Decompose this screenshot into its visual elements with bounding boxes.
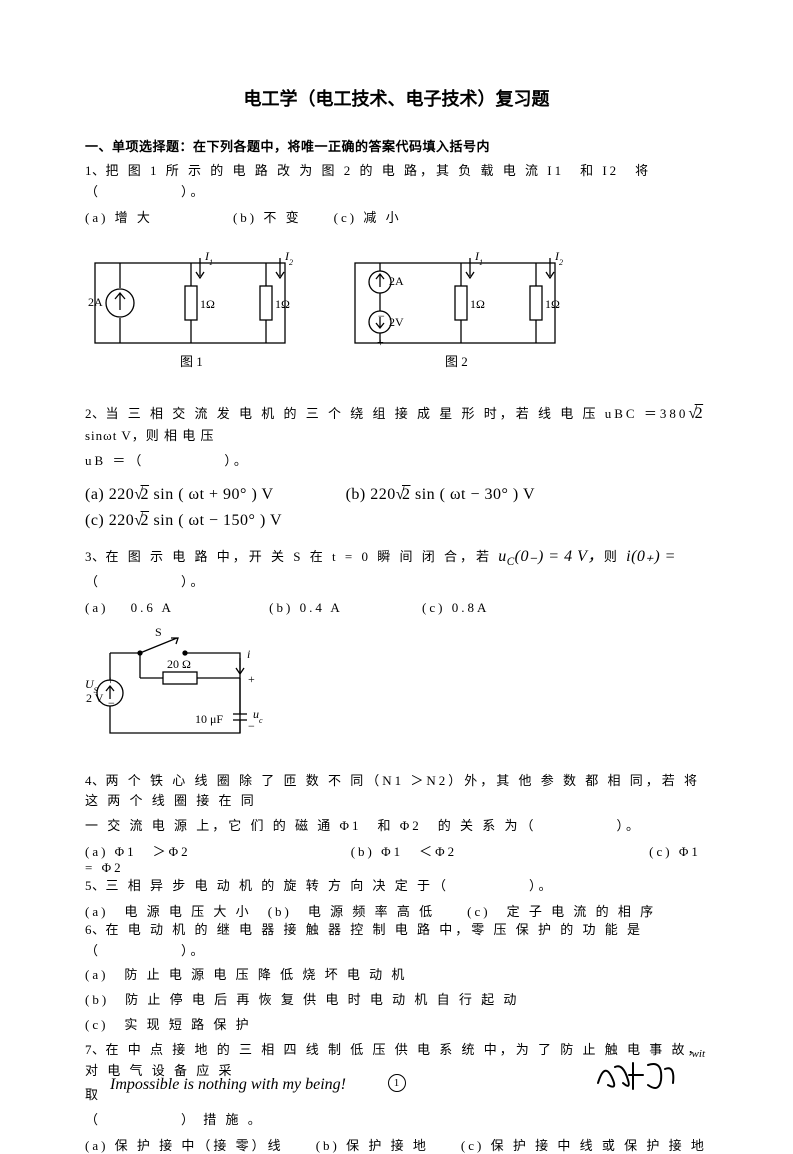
q3-part-a: 在 图 示 电 路 中，开 关 S 在 t = 0 瞬 间 闭 合，若 xyxy=(106,549,499,564)
svg-text:+: + xyxy=(248,672,255,686)
q2-part-a: 当 三 相 交 流 发 电 机 的 三 个 绕 组 接 成 星 形 时，若 线 … xyxy=(106,406,689,421)
q7-num: 7、 xyxy=(85,1042,106,1057)
q2-part-c: uB ＝（ ）。 xyxy=(85,453,250,468)
q5-body: 三 相 异 步 电 动 机 的 旋 转 方 向 决 定 于（ ）。 xyxy=(106,878,555,893)
q5-opt-b: (b) 电 源 频 率 高 低 xyxy=(268,904,435,919)
q4-opt-a: (a) Φ1 ＞Φ2 xyxy=(85,844,191,859)
svg-text:1Ω: 1Ω xyxy=(275,297,290,311)
q5-opt-a: (a) 电 源 电 压 大 小 xyxy=(85,904,252,919)
q4-line2: 一 交 流 电 源 上，它 们 的 磁 通 Φ1 和 Φ2 的 关 系 为（ ）… xyxy=(85,816,708,837)
q5-num: 5、 xyxy=(85,878,106,893)
q5-options: (a) 电 源 电 压 大 小 (b) 电 源 频 率 高 低 (c) 定 子 … xyxy=(85,901,708,920)
q1-opt-b: (b) 不 变 xyxy=(233,210,302,225)
q7-options: (a) 保 护 接 中（接 零）线 (b) 保 护 接 地 (c) 保 护 接 … xyxy=(85,1135,708,1154)
svg-text:12 V: 12 V xyxy=(85,691,104,705)
svg-text:I1: I1 xyxy=(474,249,483,267)
q5-opt-c: (c) 定 子 电 流 的 相 序 xyxy=(467,904,656,919)
svg-text:S: S xyxy=(155,628,162,639)
svg-text:2A: 2A xyxy=(389,274,404,288)
q3-part-c: （ ）。 xyxy=(85,574,207,589)
q7-opt-b: (b) 保 护 接 地 xyxy=(316,1138,429,1153)
svg-text:20 Ω: 20 Ω xyxy=(167,657,191,671)
q3-part-b: 则 xyxy=(604,549,626,564)
q2-text: 2、当 三 相 交 流 发 电 机 的 三 个 绕 组 接 成 星 形 时，若 … xyxy=(85,401,708,447)
q4-num: 4、 xyxy=(85,773,106,788)
svg-text:+: + xyxy=(377,335,384,349)
svg-text:图 1: 图 1 xyxy=(180,354,203,369)
svg-text:1Ω: 1Ω xyxy=(545,297,560,311)
svg-text:i: i xyxy=(247,647,250,661)
q4-line1: 4、两 个 铁 心 线 圈 除 了 匝 数 不 同（N1 ＞N2）外，其 他 参… xyxy=(85,771,708,813)
q1-circuit-svg: 2A 1Ω 1Ω I1 I2 图 1 xyxy=(85,238,695,378)
q3-eq1: uC(0₋) = 4 V， xyxy=(498,548,604,565)
q6-text: 6、在 电 动 机 的 继 电 器 接 触 器 控 制 电 路 中，零 压 保 … xyxy=(85,920,708,962)
q3-opt-c: (c) 0.8A xyxy=(422,600,489,615)
q1-opt-a: (a) 增 大 xyxy=(85,210,153,225)
document-page: 电工学（电工技术、电子技术）复习题 一、单项选择题：在下列各题中，将唯一正确的答… xyxy=(0,0,793,1122)
q3-opt-b: (b) 0.4 A xyxy=(269,600,342,615)
q1-num: 1、 xyxy=(85,163,106,178)
svg-text:+: + xyxy=(107,673,114,687)
q1-opt-c: (c) 减 小 xyxy=(334,210,402,225)
q5-text: 5、三 相 异 步 电 动 机 的 旋 转 方 向 决 定 于（ ）。 xyxy=(85,876,708,897)
q1-body: 把 图 1 所 示 的 电 路 改 为 图 2 的 电 路，其 负 载 电 流 … xyxy=(85,163,651,199)
footer-signature xyxy=(593,1055,683,1100)
svg-text:2A: 2A xyxy=(88,295,103,309)
q4-opt-b: (b) Φ1 ＜Φ2 xyxy=(351,844,457,859)
q7-line3: （ ） 措 施 。 xyxy=(85,1110,708,1131)
q3-eq2: i(0₊) = xyxy=(626,548,676,565)
svg-text:2V: 2V xyxy=(389,315,404,329)
q3-circuit-svg: S + − US 12 V 20 Ω xyxy=(85,628,305,748)
q7-opt-c: (c) 保 护 接 中 线 或 保 护 接 地 xyxy=(461,1138,707,1153)
svg-text:10 μF: 10 μF xyxy=(195,712,223,726)
footer-wit: wit xyxy=(692,1048,705,1060)
svg-text:1Ω: 1Ω xyxy=(470,297,485,311)
q2-sqrt: √2 xyxy=(688,405,703,422)
q3-opt-a: (a) 0.6 A xyxy=(85,600,173,615)
q6-opt-c: (c) 实 现 短 路 保 护 xyxy=(85,1015,708,1036)
q2-opt-a: (a) 220√2 sin ( ωt + 90° ) V xyxy=(85,486,274,503)
q2-opt-b: (b) 220√2 sin ( ωt − 30° ) V xyxy=(346,486,535,503)
q1-figures: 2A 1Ω 1Ω I1 I2 图 1 xyxy=(85,238,708,383)
q3-text: 3、在 图 示 电 路 中，开 关 S 在 t = 0 瞬 间 闭 合，若 uC… xyxy=(85,544,708,593)
page-title: 电工学（电工技术、电子技术）复习题 xyxy=(85,85,708,111)
q6-opt-b: (b) 防 止 停 电 后 再 恢 复 供 电 时 电 动 机 自 行 起 动 xyxy=(85,990,708,1011)
section-heading: 一、单项选择题：在下列各题中，将唯一正确的答案代码填入括号内 xyxy=(85,136,708,155)
q4-options: (a) Φ1 ＞Φ2 (b) Φ1 ＜Φ2 (c) Φ1 = Φ2 xyxy=(85,841,708,876)
svg-text:−: − xyxy=(378,309,385,323)
svg-text:I1: I1 xyxy=(204,249,213,267)
q4-text-a: 两 个 铁 心 线 圈 除 了 匝 数 不 同（N1 ＞N2）外，其 他 参 数… xyxy=(85,773,700,809)
q3-num: 3、 xyxy=(85,549,106,564)
q2-num: 2、 xyxy=(85,406,106,421)
q1-options: (a) 增 大 (b) 不 变 (c) 减 小 xyxy=(85,207,708,226)
q2-options-row2: (c) 220√2 sin ( ωt − 150° ) V xyxy=(85,512,708,530)
q2-opt-c: (c) 220√2 sin ( ωt − 150° ) V xyxy=(85,512,282,529)
q2-options-row1: (a) 220√2 sin ( ωt + 90° ) V (b) 220√2 s… xyxy=(85,480,708,504)
q6-body: 在 电 动 机 的 继 电 器 接 触 器 控 制 电 路 中，零 压 保 护 … xyxy=(85,922,643,958)
svg-text:图 2: 图 2 xyxy=(445,354,468,369)
q3-options: (a) 0.6 A (b) 0.4 A (c) 0.8A xyxy=(85,597,708,616)
q6-opt-a: (a) 防 止 电 源 电 压 降 低 烧 坏 电 动 机 xyxy=(85,965,708,986)
q7-opt-a: (a) 保 护 接 中（接 零）线 xyxy=(85,1138,284,1153)
svg-text:−: − xyxy=(248,719,255,733)
svg-text:−: − xyxy=(108,696,115,710)
q2-text2: uB ＝（ ）。 xyxy=(85,451,708,472)
page-number: 1 xyxy=(388,1074,406,1092)
q3-figure: S + − US 12 V 20 Ω xyxy=(85,628,708,753)
q6-num: 6、 xyxy=(85,922,106,937)
q2-part-b: sinωt V，则 相 电 压 xyxy=(85,428,215,443)
svg-text:1Ω: 1Ω xyxy=(200,297,215,311)
q1-text: 1、把 图 1 所 示 的 电 路 改 为 图 2 的 电 路，其 负 载 电 … xyxy=(85,161,708,203)
